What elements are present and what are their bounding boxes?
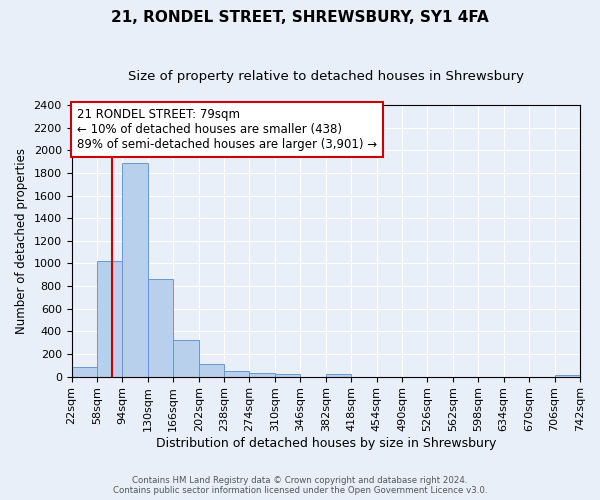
Title: Size of property relative to detached houses in Shrewsbury: Size of property relative to detached ho… (128, 70, 524, 83)
Text: 21 RONDEL STREET: 79sqm
← 10% of detached houses are smaller (438)
89% of semi-d: 21 RONDEL STREET: 79sqm ← 10% of detache… (77, 108, 377, 150)
Text: Contains HM Land Registry data © Crown copyright and database right 2024.
Contai: Contains HM Land Registry data © Crown c… (113, 476, 487, 495)
Bar (71, 367, 97, 376)
Bar (148, 280, 173, 376)
Bar (224, 371, 250, 376)
Bar (250, 373, 275, 376)
Bar (173, 340, 199, 376)
Bar (97, 261, 122, 376)
Bar (199, 364, 224, 376)
Bar (275, 374, 301, 376)
X-axis label: Distribution of detached houses by size in Shrewsbury: Distribution of detached houses by size … (155, 437, 496, 450)
Bar (326, 374, 351, 376)
Y-axis label: Number of detached properties: Number of detached properties (15, 148, 28, 334)
Text: 21, RONDEL STREET, SHREWSBURY, SY1 4FA: 21, RONDEL STREET, SHREWSBURY, SY1 4FA (111, 10, 489, 25)
Bar (122, 162, 148, 376)
